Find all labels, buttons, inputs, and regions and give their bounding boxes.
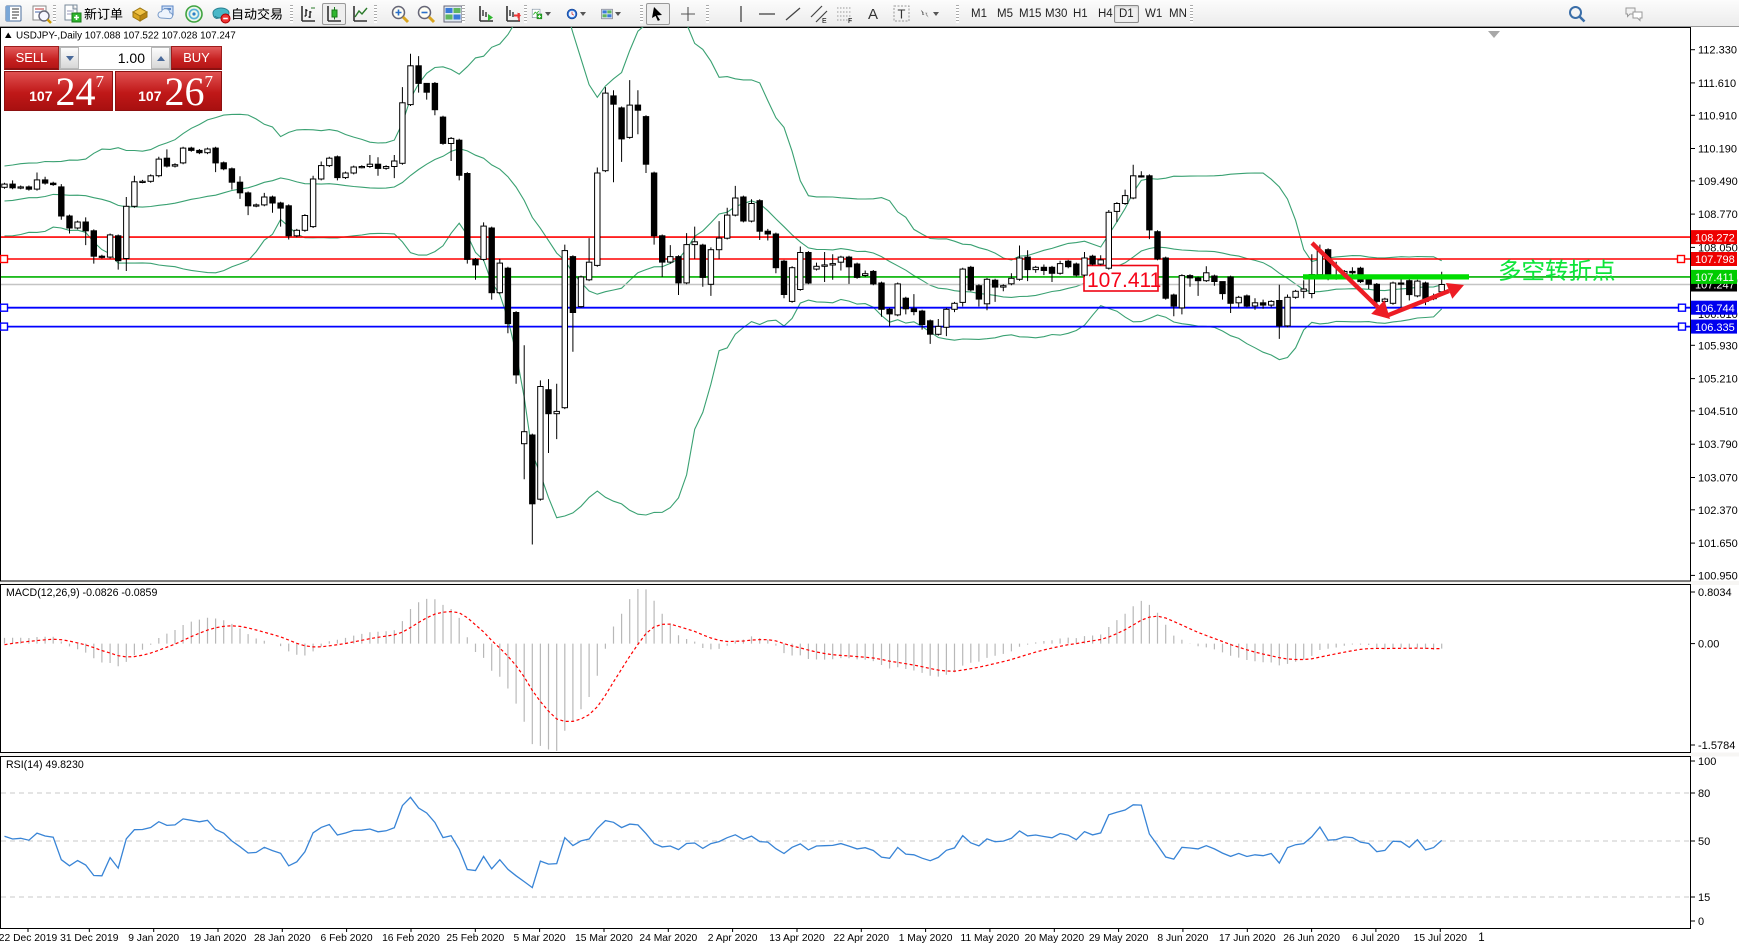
- svg-text:6 Jul 2020: 6 Jul 2020: [1352, 933, 1400, 944]
- svg-text:15: 15: [1698, 892, 1710, 904]
- svg-text:112.330: 112.330: [1698, 45, 1737, 57]
- svg-text:17 Jun 2020: 17 Jun 2020: [1219, 933, 1276, 944]
- svg-text:31 Dec 2019: 31 Dec 2019: [60, 933, 119, 944]
- svg-text:A: A: [868, 6, 878, 23]
- svg-text:8 Jun 2020: 8 Jun 2020: [1157, 933, 1208, 944]
- svg-text:0.8034: 0.8034: [1698, 587, 1732, 599]
- svg-text:0: 0: [1698, 916, 1704, 928]
- svg-text:100.950: 100.950: [1698, 570, 1738, 582]
- svg-text:102.370: 102.370: [1698, 505, 1738, 517]
- svg-text:110.910: 110.910: [1698, 110, 1737, 122]
- svg-text:105.930: 105.930: [1698, 340, 1738, 352]
- svg-text:6 Feb 2020: 6 Feb 2020: [321, 933, 373, 944]
- svg-text:1: 1: [1478, 932, 1484, 944]
- svg-text:101.650: 101.650: [1698, 538, 1738, 550]
- svg-text:107.798: 107.798: [1695, 254, 1735, 266]
- svg-text:108.050: 108.050: [1698, 242, 1738, 254]
- svg-text:108.770: 108.770: [1698, 209, 1738, 221]
- svg-text:0.00: 0.00: [1698, 639, 1719, 651]
- svg-text:109.490: 109.490: [1698, 176, 1738, 188]
- svg-text:24 Mar 2020: 24 Mar 2020: [639, 933, 697, 944]
- svg-text:29 May 2020: 29 May 2020: [1089, 933, 1149, 944]
- svg-text:1 May 2020: 1 May 2020: [899, 933, 953, 944]
- svg-text:107.411: 107.411: [1087, 269, 1161, 292]
- svg-text:16 Feb 2020: 16 Feb 2020: [382, 933, 440, 944]
- svg-text:80: 80: [1698, 788, 1710, 800]
- svg-text:F: F: [848, 18, 852, 24]
- svg-text:107.411: 107.411: [1695, 272, 1734, 284]
- svg-text:105.210: 105.210: [1698, 374, 1738, 386]
- svg-text:103.070: 103.070: [1698, 473, 1738, 485]
- svg-text:11 May 2020: 11 May 2020: [961, 933, 1020, 944]
- svg-text:110.190: 110.190: [1698, 144, 1737, 156]
- svg-text:106.744: 106.744: [1695, 303, 1735, 315]
- svg-text:15 Jul 2020: 15 Jul 2020: [1414, 933, 1468, 944]
- svg-text:MACD(12,26,9) -0.0826 -0.0859: MACD(12,26,9) -0.0826 -0.0859: [6, 587, 157, 599]
- svg-text:E: E: [822, 18, 827, 24]
- svg-text:100: 100: [1698, 756, 1716, 768]
- svg-text:-1.5784: -1.5784: [1698, 740, 1735, 752]
- svg-text:20 May 2020: 20 May 2020: [1025, 933, 1085, 944]
- svg-text:111.610: 111.610: [1698, 78, 1736, 90]
- svg-text:RSI(14) 49.8230: RSI(14) 49.8230: [6, 759, 84, 771]
- svg-text:19 Jan 2020: 19 Jan 2020: [190, 933, 247, 944]
- svg-text:104.510: 104.510: [1698, 406, 1738, 418]
- svg-text:T: T: [898, 7, 906, 22]
- svg-text:25 Feb 2020: 25 Feb 2020: [446, 933, 504, 944]
- svg-text:28 Jan 2020: 28 Jan 2020: [254, 933, 311, 944]
- svg-text:108.272: 108.272: [1695, 232, 1735, 244]
- svg-text:22 Dec 2019: 22 Dec 2019: [0, 933, 57, 944]
- svg-text:USDJPY-,Daily 107.088 107.522: USDJPY-,Daily 107.088 107.522 107.028 10…: [16, 31, 236, 42]
- svg-text:2 Apr 2020: 2 Apr 2020: [708, 933, 758, 944]
- svg-text:103.790: 103.790: [1698, 439, 1738, 451]
- svg-text:5 Mar 2020: 5 Mar 2020: [514, 933, 566, 944]
- svg-text:26 Jun 2020: 26 Jun 2020: [1283, 933, 1340, 944]
- svg-text:9 Jan 2020: 9 Jan 2020: [128, 933, 179, 944]
- svg-text:50: 50: [1698, 836, 1710, 848]
- svg-text:13 Apr 2020: 13 Apr 2020: [769, 933, 825, 944]
- svg-text:22 Apr 2020: 22 Apr 2020: [834, 933, 890, 944]
- svg-text:15 Mar 2020: 15 Mar 2020: [575, 933, 633, 944]
- svg-text:106.335: 106.335: [1695, 322, 1735, 334]
